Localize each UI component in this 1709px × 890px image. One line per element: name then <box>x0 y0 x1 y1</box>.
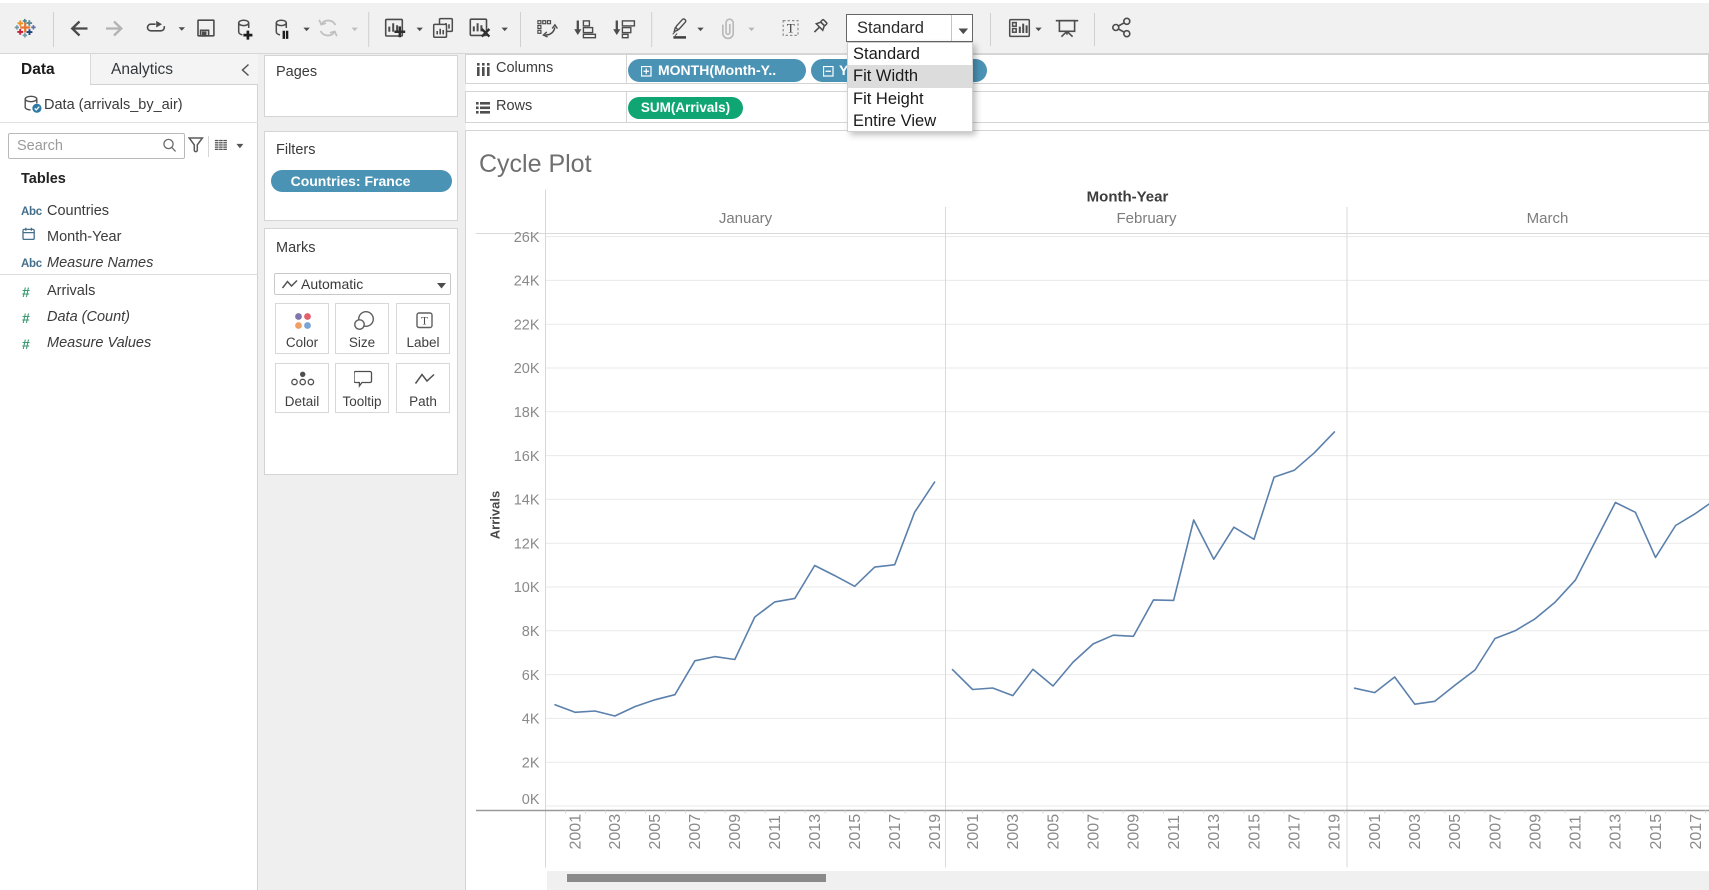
svg-text:Month-Year: Month-Year <box>1087 189 1169 206</box>
svg-text:2011: 2011 <box>767 815 784 850</box>
svg-text:T: T <box>421 315 428 327</box>
svg-text:4K: 4K <box>522 712 540 728</box>
svg-text:2015: 2015 <box>1648 814 1665 850</box>
svg-text:12K: 12K <box>514 536 540 552</box>
svg-text:2003: 2003 <box>607 814 624 850</box>
svg-text:2009: 2009 <box>727 814 744 850</box>
svg-text:2001: 2001 <box>965 814 982 850</box>
svg-text:2003: 2003 <box>1407 814 1424 850</box>
svg-text:Cycle Plot: Cycle Plot <box>479 150 592 178</box>
svg-text:26K: 26K <box>514 230 540 246</box>
svg-text:2001: 2001 <box>1367 814 1384 850</box>
svg-text:2001: 2001 <box>567 814 584 850</box>
svg-text:January: January <box>719 210 773 227</box>
svg-text:2017: 2017 <box>1688 814 1705 850</box>
svg-text:2005: 2005 <box>647 814 664 850</box>
svg-text:6K: 6K <box>522 668 540 684</box>
svg-text:2019: 2019 <box>1327 814 1344 850</box>
svg-text:16K: 16K <box>514 449 540 465</box>
svg-text:2017: 2017 <box>1287 814 1304 850</box>
svg-text:0K: 0K <box>522 792 540 808</box>
svg-text:2011: 2011 <box>1568 815 1585 850</box>
svg-text:8K: 8K <box>522 624 540 640</box>
svg-text:2011: 2011 <box>1166 815 1183 850</box>
svg-text:2015: 2015 <box>1246 814 1263 850</box>
svg-text:20K: 20K <box>514 361 540 377</box>
svg-text:2017: 2017 <box>887 814 904 850</box>
svg-text:14K: 14K <box>514 493 540 509</box>
svg-text:2005: 2005 <box>1447 814 1464 850</box>
svg-text:2013: 2013 <box>807 814 824 850</box>
svg-text:2009: 2009 <box>1527 814 1544 850</box>
svg-text:24K: 24K <box>514 274 540 290</box>
svg-text:T: T <box>787 20 795 35</box>
svg-text:2009: 2009 <box>1126 814 1143 850</box>
svg-text:2015: 2015 <box>847 814 864 850</box>
svg-text:2003: 2003 <box>1005 814 1022 850</box>
svg-text:2019: 2019 <box>927 814 944 850</box>
svg-text:March: March <box>1527 210 1569 227</box>
svg-text:February: February <box>1116 210 1177 227</box>
svg-text:Arrivals: Arrivals <box>488 491 503 539</box>
svg-text:22K: 22K <box>514 317 540 333</box>
svg-text:2K: 2K <box>522 755 540 771</box>
svg-text:2007: 2007 <box>1086 814 1103 850</box>
svg-text:2013: 2013 <box>1206 814 1223 850</box>
svg-text:10K: 10K <box>514 580 540 596</box>
svg-text:18K: 18K <box>514 405 540 421</box>
svg-text:2005: 2005 <box>1045 814 1062 850</box>
svg-text:2007: 2007 <box>687 814 704 850</box>
svg-text:2007: 2007 <box>1487 814 1504 850</box>
svg-text:2013: 2013 <box>1608 814 1625 850</box>
